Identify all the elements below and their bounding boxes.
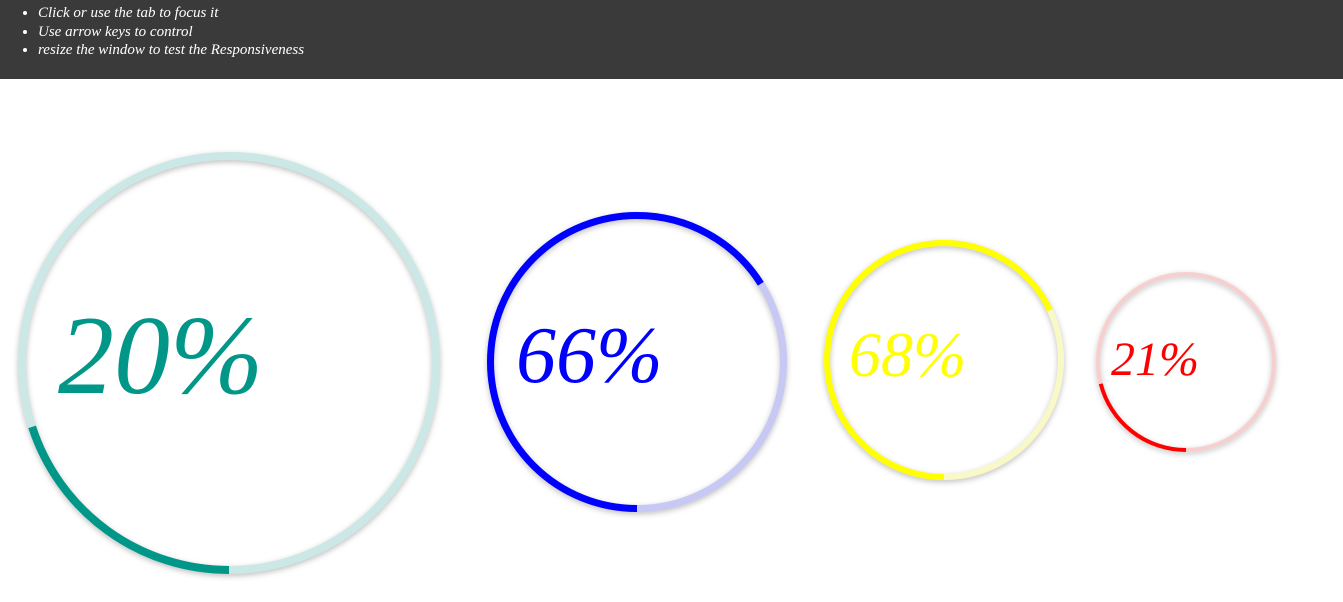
progress-ring	[824, 240, 1064, 480]
instruction-item: Click or use the tab to focus it	[38, 4, 304, 23]
progress-circle-yellow[interactable]: 68%	[824, 240, 1064, 480]
instruction-item: Use arrow keys to control	[38, 23, 304, 42]
percentage-label: 66%	[516, 312, 663, 400]
progress-ring	[18, 152, 440, 574]
progress-arc	[18, 152, 440, 574]
instructions-header: Click or use the tab to focus it Use arr…	[0, 0, 1343, 79]
progress-ring	[1096, 272, 1276, 452]
instruction-item: resize the window to test the Responsive…	[38, 41, 304, 60]
percentage-label: 68%	[849, 319, 967, 390]
progress-arc	[1096, 272, 1276, 452]
progress-circle-red[interactable]: 21%	[1096, 272, 1276, 452]
instructions-list: Click or use the tab to focus it Use arr…	[0, 4, 304, 60]
progress-arc	[487, 212, 787, 512]
progress-circle-teal[interactable]: 20%	[18, 152, 440, 574]
percentage-label: 20%	[58, 294, 264, 418]
progress-ring	[487, 212, 787, 512]
percentage-label: 21%	[1111, 333, 1199, 386]
progress-arc	[824, 240, 1064, 480]
progress-circle-blue[interactable]: 66%	[487, 212, 787, 512]
